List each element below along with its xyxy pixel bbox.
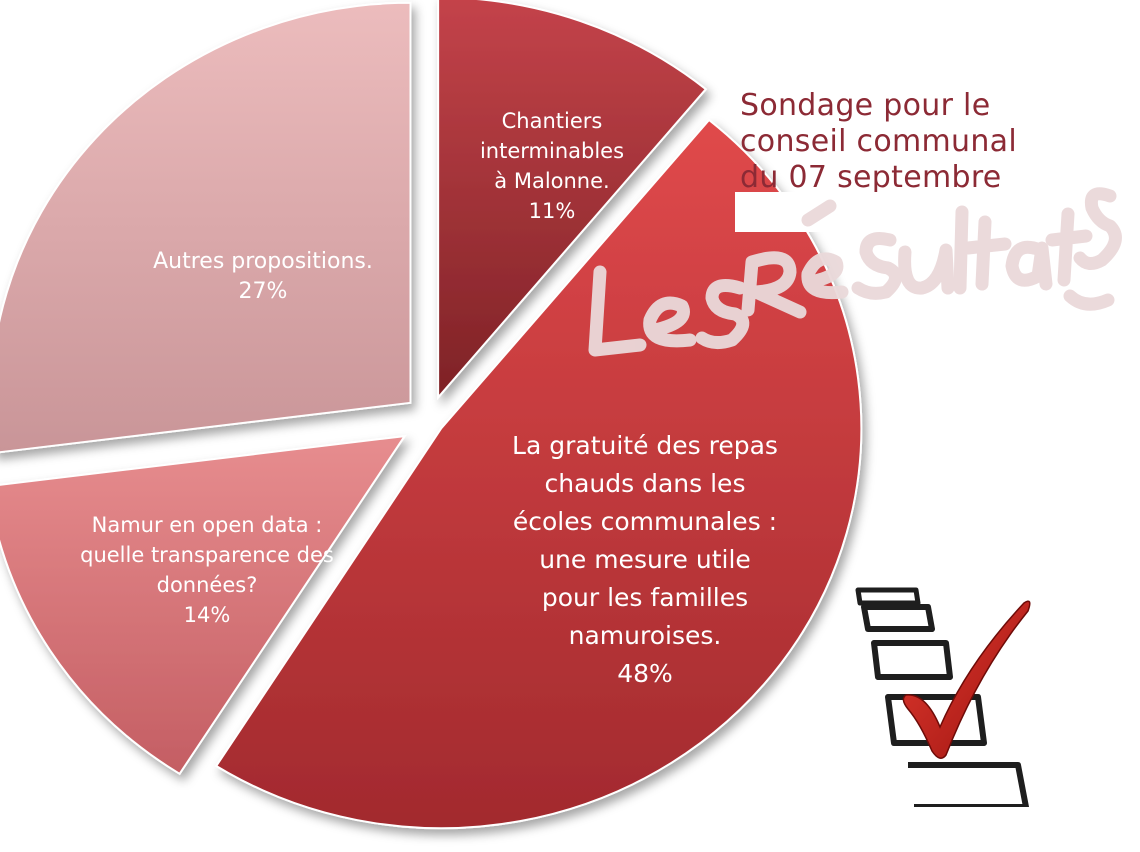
checklist-checkmark-icon xyxy=(855,587,1031,807)
pie-slice-autres-propositions xyxy=(0,1,412,454)
slice-value-open-data: 14% xyxy=(184,603,231,627)
slice-value-chantiers-malonne: 11% xyxy=(529,199,576,223)
pie-slice-open-data xyxy=(0,434,407,776)
slice-label-repas-chauds: La gratuité des repas chauds dans les écol… xyxy=(512,431,778,688)
chart-title-line-2: conseil communal xyxy=(740,124,1017,159)
slice-label-open-data: Namur en open data : quelle transparence … xyxy=(80,513,334,627)
chart-title: Sondage pour le conseil communal du 07 s… xyxy=(740,88,1070,196)
chart-title-line-3: du 07 septembre xyxy=(740,160,1002,195)
slice-label-autres-propositions: Autres propositions. 27% xyxy=(153,249,373,304)
chart-title-line-1: Sondage pour le xyxy=(740,88,991,123)
slice-label-chantiers-malonne: Chantiers interminables à Malonne. 11% xyxy=(480,109,624,223)
slice-value-autres-propositions: 27% xyxy=(239,279,288,304)
pie-slice-chantiers-malonne xyxy=(437,0,708,401)
slice-value-repas-chauds: 48% xyxy=(617,659,673,688)
title-cover-band xyxy=(735,192,1065,232)
